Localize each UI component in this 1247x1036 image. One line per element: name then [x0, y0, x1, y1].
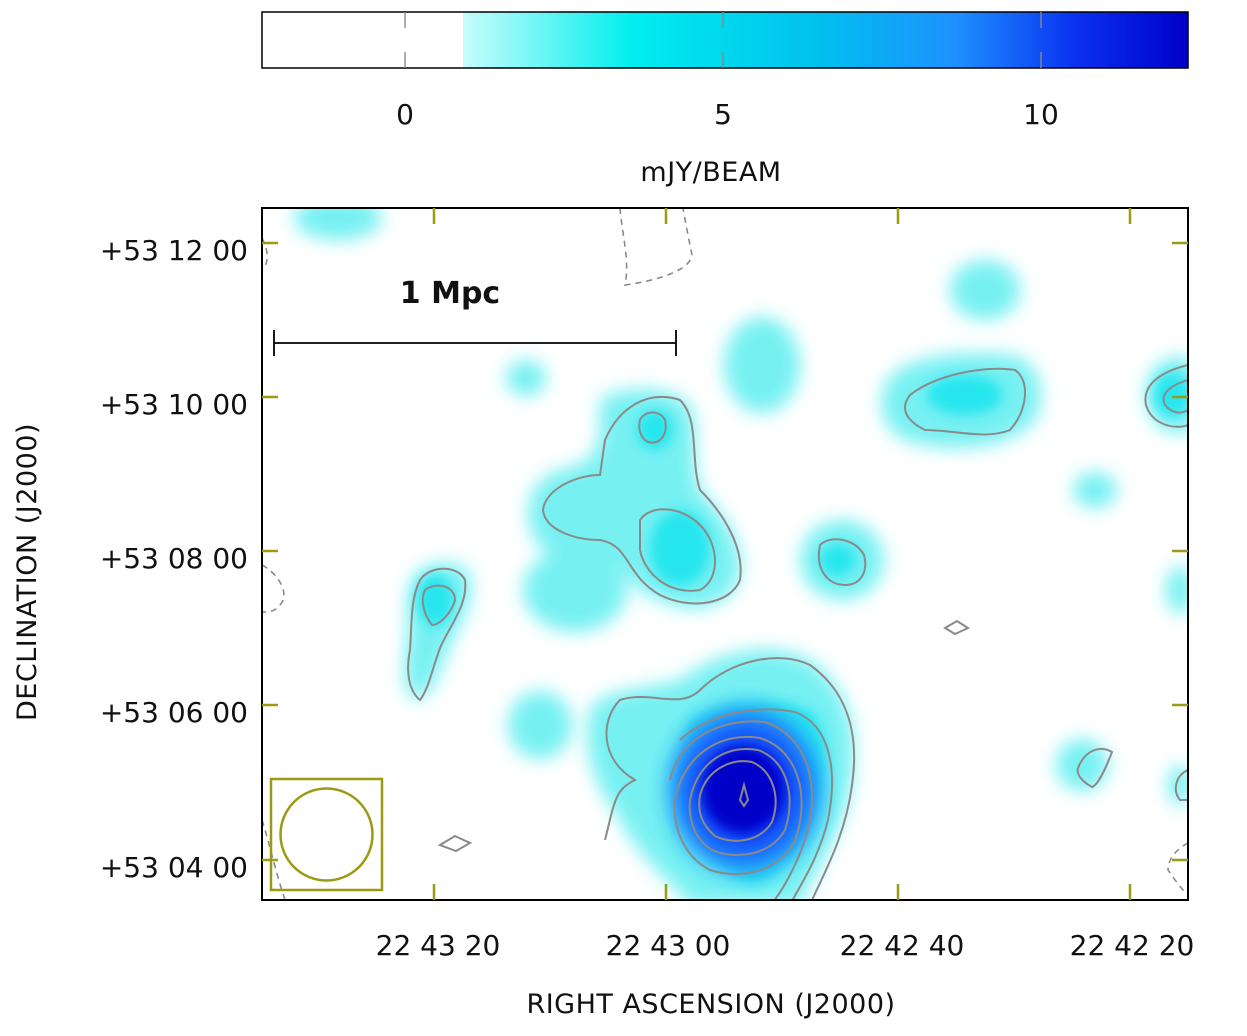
x-tick-label: 22 43 00 [606, 929, 731, 962]
x-axis-title: RIGHT ASCENSION (J2000) [526, 989, 895, 1020]
scale-bar-label: 1 Mpc [400, 276, 500, 311]
y-axis-title: DECLINATION (J2000) [12, 423, 43, 721]
y-tick-label: +53 04 00 [100, 851, 248, 884]
colorbar-tick-label: 0 [396, 98, 414, 131]
negative-contours [262, 208, 1188, 900]
y-tick-label: +53 10 00 [100, 388, 248, 421]
colorbar-dash-ticks [404, 12, 1042, 68]
colorbar-tick-label: 5 [714, 98, 732, 131]
scale-bar [273, 330, 677, 356]
x-tick-label: 22 42 40 [840, 929, 965, 962]
axis-ticks [262, 208, 1188, 900]
x-tick-label: 22 42 20 [1070, 929, 1195, 962]
colorbar-label: mJY/BEAM [640, 157, 781, 188]
y-tick-label: +53 06 00 [100, 696, 248, 729]
y-tick-label: +53 12 00 [100, 234, 248, 267]
map-area [262, 208, 1188, 900]
colorbar-gradient [261, 11, 1189, 69]
contour-lines [407, 364, 1188, 900]
colorbar: 0 5 10 mJY/BEAM [261, 11, 1189, 188]
beam-marker [269, 777, 384, 892]
plot-frame [261, 207, 1189, 901]
x-tick-label: 22 43 20 [376, 929, 501, 962]
y-tick-label: +53 08 00 [100, 542, 248, 575]
colorbar-tick-label: 10 [1023, 98, 1059, 131]
